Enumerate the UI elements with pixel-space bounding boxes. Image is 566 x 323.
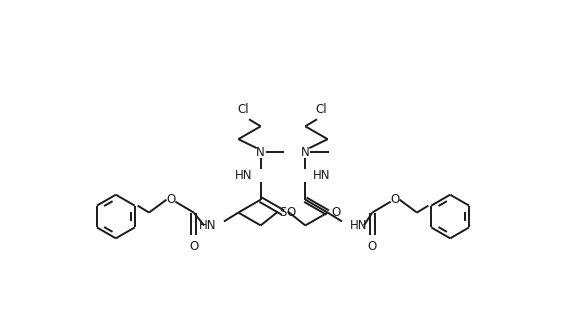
Text: Cl: Cl	[237, 103, 249, 116]
Text: O: O	[167, 193, 176, 206]
Text: O: O	[331, 206, 340, 219]
Text: O: O	[286, 206, 295, 219]
Text: O: O	[368, 240, 377, 253]
Text: N: N	[301, 146, 310, 159]
Text: HN: HN	[235, 169, 253, 182]
Text: Cl: Cl	[315, 103, 327, 116]
Text: HN: HN	[313, 169, 331, 182]
Text: S: S	[279, 206, 287, 219]
Text: N: N	[256, 146, 265, 159]
Text: HN: HN	[199, 219, 216, 232]
Text: HN: HN	[350, 219, 367, 232]
Text: O: O	[189, 240, 198, 253]
Text: O: O	[390, 193, 399, 206]
